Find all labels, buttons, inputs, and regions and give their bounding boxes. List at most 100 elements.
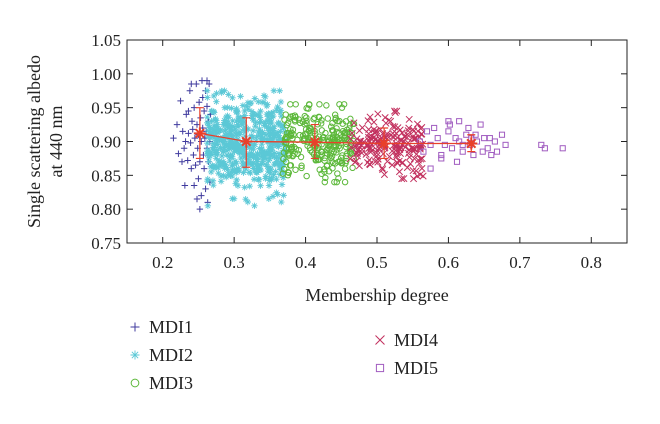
data-point: [391, 108, 399, 117]
data-point: [321, 157, 328, 164]
data-point: [290, 143, 298, 151]
data-point: [185, 107, 192, 115]
data-point: [559, 145, 566, 152]
data-point: [203, 77, 211, 84]
data-point: [220, 121, 227, 128]
data-point: [222, 132, 230, 139]
legend-label: MDI5: [394, 358, 438, 378]
data-point: [488, 151, 495, 159]
data-point: [277, 98, 285, 106]
data-point: [222, 126, 229, 133]
data-point: [196, 158, 204, 165]
data-point: [427, 165, 434, 172]
data-point: [267, 129, 275, 136]
data-point: [275, 120, 282, 127]
data-point: [244, 99, 252, 106]
data-point: [379, 130, 387, 138]
data-point: [392, 153, 400, 161]
data-point: [275, 154, 282, 162]
x-tick-label: 0.4: [295, 253, 317, 272]
x-tick-label: 0.5: [366, 253, 387, 272]
data-point: [173, 121, 181, 128]
data-point: [280, 192, 287, 199]
data-point: [258, 145, 265, 153]
data-point: [274, 103, 281, 111]
data-point: [256, 114, 264, 121]
data-point: [198, 138, 205, 145]
data-point: [258, 149, 265, 157]
data-point: [268, 176, 275, 183]
data-point: [477, 121, 484, 128]
data-point: [222, 113, 230, 121]
data-point: [332, 116, 339, 123]
data-point: [431, 124, 438, 132]
data-point: [251, 95, 259, 102]
data-point: [401, 143, 409, 151]
data-point: [246, 100, 254, 107]
data-point: [266, 143, 273, 151]
data-point: [268, 135, 276, 143]
data-point: [255, 176, 262, 183]
data-point: [233, 105, 240, 113]
data-point: [292, 145, 300, 153]
data-point: [346, 134, 355, 143]
data-point: [205, 158, 213, 165]
data-point: [342, 143, 350, 151]
data-point: [276, 87, 283, 94]
data-point: [205, 154, 213, 162]
data-point: [260, 92, 268, 99]
data-point: [317, 120, 325, 127]
legend-label: MDI1: [149, 317, 193, 337]
data-point: [263, 135, 270, 143]
data-point: [265, 195, 272, 203]
data-point: [212, 155, 220, 162]
data-point: [417, 141, 425, 149]
data-point: [262, 172, 269, 180]
data-point: [370, 129, 379, 137]
data-point: [282, 128, 289, 136]
data-point: [264, 117, 271, 124]
data-point: [267, 146, 274, 153]
data-point: [262, 150, 269, 157]
data-point: [218, 87, 225, 95]
data-point: [256, 166, 263, 173]
data-point: [400, 174, 408, 183]
data-point: [441, 141, 448, 148]
data-point: [238, 121, 246, 128]
data-point: [405, 124, 413, 132]
data-point: [262, 161, 270, 168]
data-point: [261, 154, 268, 162]
data-point: [393, 150, 401, 159]
data-point: [342, 152, 350, 160]
legend-marker: [375, 335, 385, 345]
data-point: [270, 171, 277, 179]
data-point: [306, 124, 313, 131]
data-point: [341, 178, 349, 186]
data-point: [413, 120, 422, 128]
data-point: [237, 117, 245, 124]
data-point: [228, 169, 235, 176]
data-point: [418, 155, 426, 163]
data-point: [264, 113, 272, 120]
data-point: [306, 101, 313, 109]
data-point: [232, 130, 240, 138]
data-point: [268, 110, 275, 117]
data-point: [253, 168, 260, 175]
data-point: [391, 123, 399, 131]
data-point: [223, 164, 230, 171]
x-tick-label: 0.6: [438, 253, 459, 272]
data-point: [228, 151, 236, 159]
data-point: [218, 152, 226, 160]
data-point: [316, 101, 323, 108]
x-axis-title: Membership degree: [305, 285, 448, 305]
legend: MDI1 MDI2 MDI3 MDI4 MDI5: [130, 317, 438, 393]
data-point: [216, 136, 223, 144]
data-point: [298, 164, 305, 172]
data-point: [223, 147, 231, 155]
data-point: [277, 128, 284, 135]
data-point: [236, 147, 244, 155]
data-point: [280, 174, 287, 181]
data-point: [221, 138, 228, 145]
data-point: [297, 153, 305, 161]
